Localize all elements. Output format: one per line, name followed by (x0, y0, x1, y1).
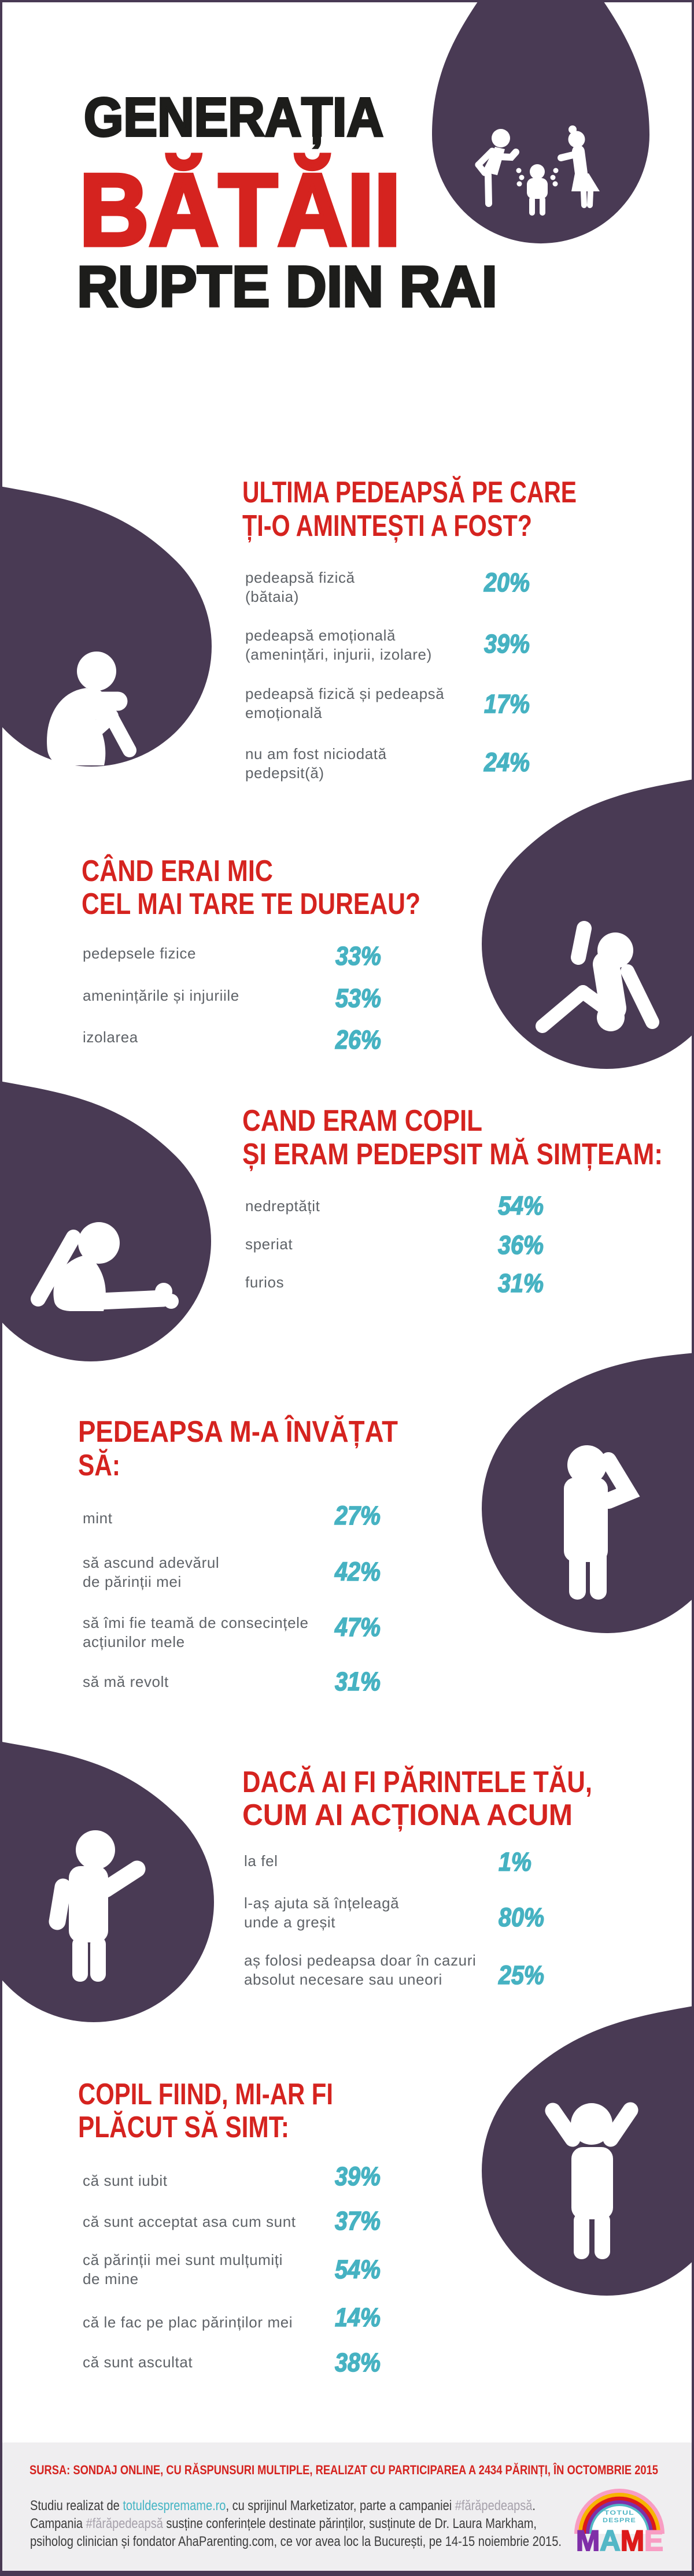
svg-text:unde a greșit: unde a greșit (244, 1914, 335, 1931)
svg-text:nedreptățit: nedreptățit (245, 1197, 320, 1215)
svg-text:că le fac pe plac părinților m: că le fac pe plac părinților mei (83, 2314, 293, 2331)
svg-text:GENERAȚIA: GENERAȚIA (84, 87, 383, 148)
svg-text:amenințările și injuriile: amenințările și injuriile (83, 987, 239, 1004)
svg-text:nu am fost niciodată: nu am fost niciodată (245, 745, 387, 763)
svg-text:pedepsele fizice: pedepsele fizice (83, 945, 196, 962)
svg-text:36%: 36% (498, 1230, 544, 1260)
svg-text:să îmi fie teamă de consecințe: să îmi fie teamă de consecințele (83, 1614, 309, 1631)
svg-text:47%: 47% (334, 1612, 381, 1642)
svg-text:42%: 42% (334, 1557, 381, 1586)
svg-text:ȘI ERAM PEDEPSIT MĂ SIMȚEAM:: ȘI ERAM PEDEPSIT MĂ SIMȚEAM: (242, 1138, 663, 1171)
svg-text:26%: 26% (335, 1025, 381, 1054)
svg-text:pedeapsă fizică: pedeapsă fizică (245, 569, 355, 586)
svg-text:că sunt iubit: că sunt iubit (83, 2172, 168, 2189)
svg-text:BĂTĂII: BĂTĂII (79, 153, 401, 267)
svg-text:31%: 31% (335, 1667, 381, 1696)
svg-text:54%: 54% (335, 2255, 381, 2284)
svg-text:PLĂCUT SĂ SIMT:: PLĂCUT SĂ SIMT: (78, 2111, 289, 2144)
svg-text:mint: mint (83, 1509, 113, 1527)
svg-text:1%: 1% (499, 1847, 531, 1877)
svg-text:37%: 37% (335, 2206, 381, 2236)
svg-text:aș folosi pedeapsa doar în caz: aș folosi pedeapsa doar în cazuri (244, 1952, 476, 1969)
svg-text:că sunt ascultat: că sunt ascultat (83, 2353, 193, 2371)
svg-text:de părinții mei: de părinții mei (83, 1573, 182, 1590)
svg-text:pedeapsă fizică și pedeapsă: pedeapsă fizică și pedeapsă (245, 685, 444, 702)
svg-text:pedeapsă emoțională: pedeapsă emoțională (245, 627, 396, 644)
svg-text:că părinții mei sunt mulțumiți: că părinții mei sunt mulțumiți (83, 2251, 283, 2268)
svg-text:SĂ:: SĂ: (78, 1449, 120, 1482)
svg-text:27%: 27% (334, 1501, 381, 1530)
svg-text:să mă revolt: să mă revolt (83, 1673, 169, 1690)
svg-text:31%: 31% (498, 1268, 544, 1298)
svg-text:DESPRE: DESPRE (603, 2517, 636, 2524)
svg-text:SURSA: SONDAJ ONLINE, CU RĂSPU: SURSA: SONDAJ ONLINE, CU RĂSPUNSURI MULT… (29, 2463, 658, 2477)
svg-text:(amenințări, injurii, izolare): (amenințări, injurii, izolare) (245, 646, 432, 663)
svg-text:DACĂ AI FI PĂRINTELE TĂU,: DACĂ AI FI PĂRINTELE TĂU, (242, 1766, 592, 1799)
svg-text:TOTUL: TOTUL (604, 2510, 634, 2516)
svg-text:l-aș ajuta să înțeleagă: l-aș ajuta să înțeleagă (244, 1894, 399, 1912)
svg-text:RUPTE DIN RAI: RUPTE DIN RAI (77, 254, 497, 319)
svg-text:pedepsit(ă): pedepsit(ă) (245, 764, 324, 782)
svg-text:33%: 33% (335, 941, 381, 971)
svg-text:54%: 54% (498, 1191, 544, 1220)
svg-text:Studiu realizat de totuldespre: Studiu realizat de totuldespremame.ro, c… (30, 2498, 536, 2514)
svg-text:39%: 39% (335, 2162, 381, 2191)
svg-text:Campania #fărăpedeapsă susține: Campania #fărăpedeapsă susține conferinț… (30, 2516, 537, 2531)
svg-text:că sunt acceptat asa cum sunt: că sunt acceptat asa cum sunt (83, 2213, 296, 2230)
svg-text:24%: 24% (483, 747, 530, 777)
svg-text:14%: 14% (335, 2303, 381, 2332)
svg-text:CAND ERAM COPIL: CAND ERAM COPIL (242, 1104, 482, 1138)
svg-text:acțiunilor mele: acțiunilor mele (83, 1633, 185, 1650)
svg-text:PEDEAPSA M-A ÎNVĂȚAT: PEDEAPSA M-A ÎNVĂȚAT (78, 1415, 398, 1449)
svg-text:39%: 39% (484, 629, 530, 658)
svg-text:izolarea: izolarea (83, 1028, 138, 1046)
svg-text:speriat: speriat (245, 1235, 293, 1253)
svg-text:20%: 20% (483, 568, 530, 597)
svg-text:CEL MAI TARE TE DUREAU?: CEL MAI TARE TE DUREAU? (82, 887, 420, 921)
svg-text:emoțională: emoțională (245, 704, 322, 721)
svg-text:38%: 38% (335, 2348, 381, 2377)
svg-text:să ascund adevărul: să ascund adevărul (83, 1554, 219, 1571)
svg-text:80%: 80% (499, 1903, 544, 1932)
svg-text:MAME: MAME (576, 2525, 663, 2557)
svg-text:ȚI-O AMINTEȘTI A FOST?: ȚI-O AMINTEȘTI A FOST? (242, 509, 532, 543)
svg-text:de mine: de mine (83, 2270, 139, 2288)
svg-text:CÂND ERAI MIC: CÂND ERAI MIC (82, 854, 273, 888)
svg-text:COPIL FIIND, MI-AR FI: COPIL FIIND, MI-AR FI (78, 2078, 333, 2111)
svg-text:53%: 53% (335, 983, 381, 1013)
svg-text:25%: 25% (498, 1960, 544, 1990)
svg-text:psiholog clinician și fondator: psiholog clinician și fondator AhaParent… (30, 2534, 562, 2549)
svg-text:(bătaia): (bătaia) (245, 588, 299, 605)
svg-text:CUM AI ACȚIONA ACUM: CUM AI ACȚIONA ACUM (242, 1798, 573, 1832)
svg-text:ULTIMA PEDEAPSĂ PE CARE: ULTIMA PEDEAPSĂ PE CARE (242, 476, 577, 509)
svg-text:17%: 17% (484, 689, 530, 719)
svg-text:absolut necesare sau uneori: absolut necesare sau uneori (244, 1971, 442, 1988)
svg-text:la fel: la fel (244, 1852, 278, 1870)
svg-text:furios: furios (245, 1274, 284, 1291)
